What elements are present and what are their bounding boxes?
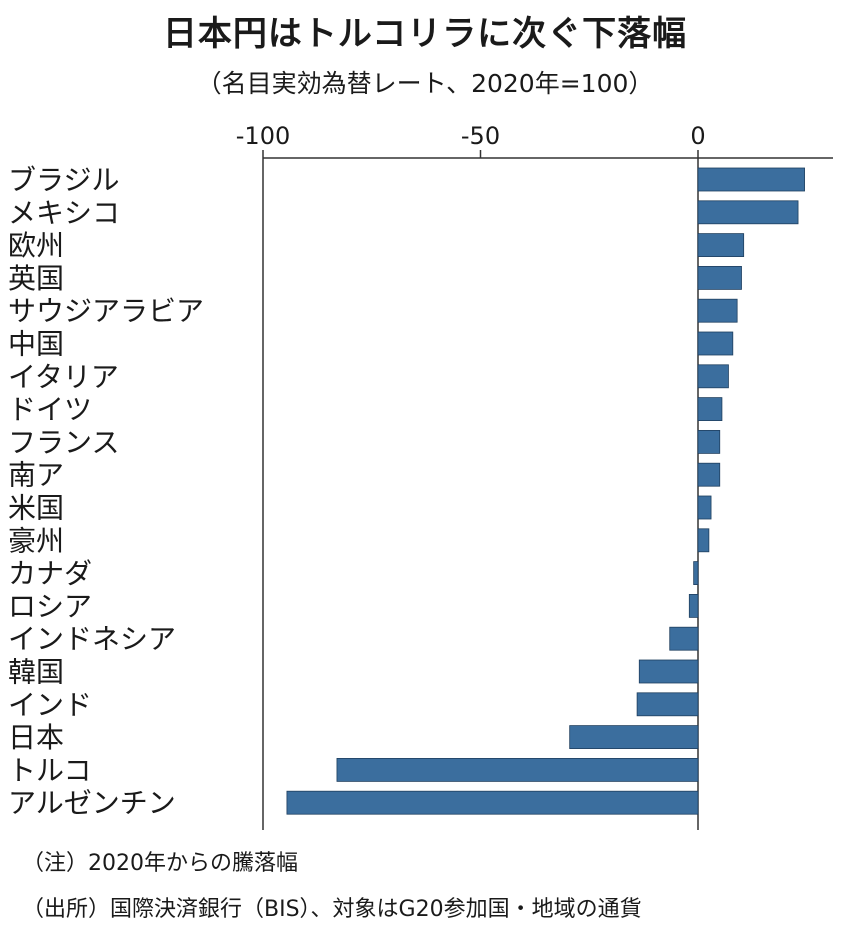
- bar-chart: -100 -50 0 ブラジルメキシコ欧州英国サウジアラビア中国イタリアドイツフラン…: [8, 122, 833, 830]
- category-label: アルゼンチン: [8, 787, 176, 820]
- category-label: トルコ: [8, 754, 91, 787]
- bar: [693, 561, 699, 585]
- bar: [697, 200, 799, 225]
- category-label: ブラジル: [8, 164, 119, 197]
- bar: [697, 331, 734, 356]
- bar: [697, 495, 712, 520]
- category-label: インドネシア: [8, 623, 176, 656]
- chart-note: （注）2020年からの騰落幅: [22, 851, 298, 876]
- chart-subtitle: （名目実効為替レート、2020年=100）: [196, 69, 654, 98]
- bar: [697, 265, 742, 290]
- category-label: 南ア: [8, 459, 64, 492]
- category-label: 英国: [8, 262, 64, 295]
- category-label: 日本: [8, 721, 64, 754]
- category-label: インド: [8, 688, 92, 721]
- category-label: イタリア: [8, 360, 119, 393]
- category-label: 欧州: [8, 229, 64, 262]
- x-tick-label: -50: [461, 122, 500, 150]
- category-label: サウジアラビア: [8, 295, 204, 328]
- category-label: 米国: [8, 492, 64, 525]
- bar: [697, 364, 729, 389]
- category-label: 中国: [8, 328, 64, 361]
- bar: [636, 692, 699, 717]
- category-label: ロシア: [8, 590, 92, 623]
- x-tick-label: 0: [690, 122, 705, 150]
- bar: [638, 659, 699, 684]
- bar: [697, 462, 721, 487]
- chart-title: 日本円はトルコリラに次ぐ下落幅: [162, 14, 688, 54]
- bar: [569, 725, 699, 749]
- chart-source: （出所）国際決済銀行（BIS）、対象はG20参加国・地域の通貨: [22, 897, 642, 922]
- bar: [697, 528, 710, 553]
- bar: [336, 758, 699, 782]
- category-label: カナダ: [8, 557, 92, 590]
- category-label: 韓国: [8, 656, 64, 689]
- category-label: フランス: [8, 426, 119, 459]
- bar: [697, 397, 723, 422]
- bar: [669, 626, 699, 651]
- bar: [697, 167, 805, 192]
- category-label: メキシコ: [8, 196, 120, 229]
- bar: [697, 429, 721, 454]
- category-label: 豪州: [8, 524, 64, 557]
- bar: [688, 594, 699, 618]
- category-label: ドイツ: [8, 393, 92, 426]
- x-tick-label: -100: [236, 122, 290, 150]
- bar: [286, 790, 699, 815]
- bar: [697, 298, 738, 323]
- bar: [697, 233, 745, 258]
